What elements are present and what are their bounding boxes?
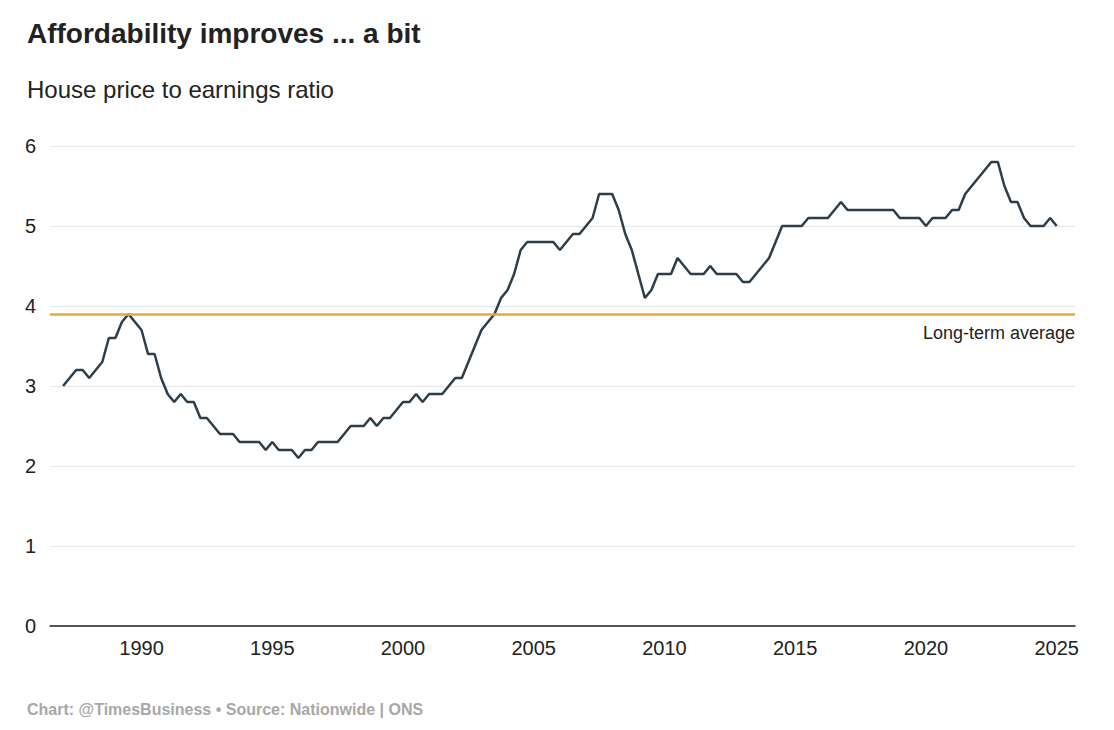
svg-text:1990: 1990 <box>119 637 164 659</box>
svg-text:2010: 2010 <box>642 637 687 659</box>
svg-text:1995: 1995 <box>250 637 295 659</box>
svg-text:Affordability improves ... a b: Affordability improves ... a bit <box>27 18 421 49</box>
svg-text:2020: 2020 <box>904 637 949 659</box>
svg-text:4: 4 <box>25 295 36 317</box>
svg-text:2: 2 <box>25 455 36 477</box>
svg-text:2005: 2005 <box>511 637 556 659</box>
svg-text:6: 6 <box>25 135 36 157</box>
svg-text:5: 5 <box>25 215 36 237</box>
svg-text:1: 1 <box>25 535 36 557</box>
svg-text:0: 0 <box>25 615 36 637</box>
svg-text:Long-term average: Long-term average <box>923 323 1075 343</box>
svg-text:House price to earnings ratio: House price to earnings ratio <box>27 76 334 103</box>
svg-text:2000: 2000 <box>381 637 426 659</box>
svg-text:2015: 2015 <box>773 637 818 659</box>
svg-text:3: 3 <box>25 375 36 397</box>
svg-text:Chart: @TimesBusiness • Source: Chart: @TimesBusiness • Source: Nationwi… <box>27 701 423 718</box>
svg-text:2025: 2025 <box>1034 637 1079 659</box>
